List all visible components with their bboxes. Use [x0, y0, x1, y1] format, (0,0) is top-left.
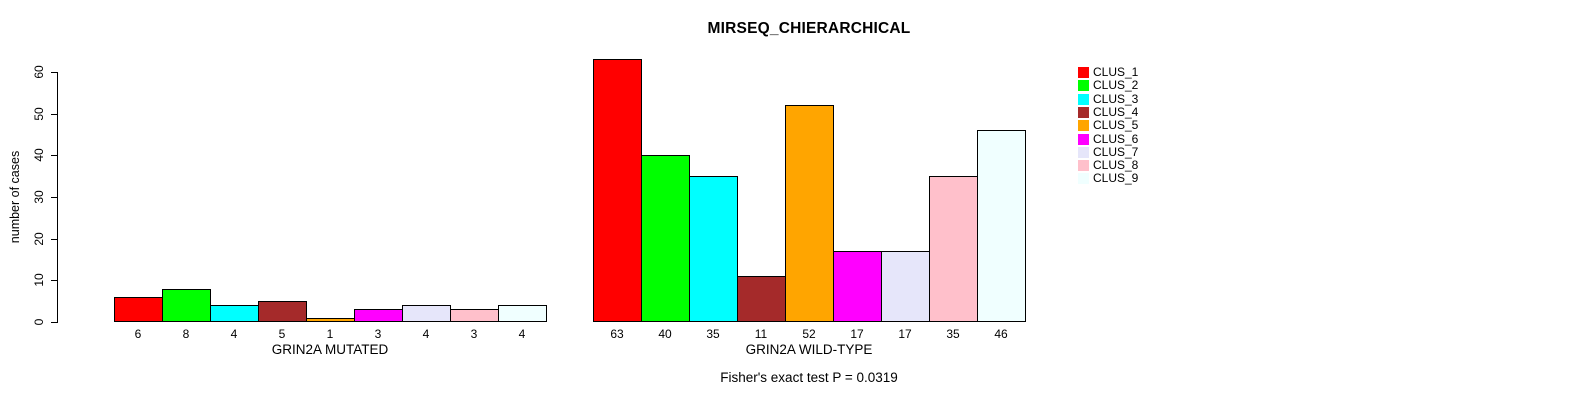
bar-value-label: 6 — [134, 327, 142, 341]
bar-value-label: 3 — [374, 327, 382, 341]
y-tick-label: 20 — [32, 232, 46, 246]
bar-clus_4 — [258, 301, 307, 322]
bar-value-label: 40 — [658, 327, 672, 341]
legend-label-clus_3: CLUS_3 — [1093, 92, 1139, 106]
y-tick-label: 30 — [32, 190, 46, 204]
bar-clus_1 — [114, 297, 163, 322]
bar-clus_8 — [929, 176, 978, 322]
bar-clus_9 — [977, 130, 1026, 322]
bar-clus_7 — [881, 251, 930, 322]
bar-value-label: 35 — [706, 327, 720, 341]
bar-value-label: 17 — [850, 327, 864, 341]
legend-swatch-clus_3 — [1078, 94, 1089, 105]
bar-clus_7 — [402, 305, 451, 322]
bar-clus_2 — [641, 155, 690, 322]
legend-swatch-clus_6 — [1078, 134, 1089, 145]
legend-label-clus_6: CLUS_6 — [1093, 132, 1139, 146]
y-tick-mark — [51, 322, 58, 323]
bar-clus_2 — [162, 289, 211, 322]
bar-clus_5 — [306, 318, 355, 322]
bar-clus_6 — [354, 309, 403, 322]
legend-swatch-clus_2 — [1078, 80, 1089, 91]
bar-value-label: 35 — [946, 327, 960, 341]
legend-label-clus_1: CLUS_1 — [1093, 65, 1139, 79]
legend-label-clus_4: CLUS_4 — [1093, 105, 1139, 119]
y-tick-mark — [51, 239, 58, 240]
legend-label-clus_2: CLUS_2 — [1093, 78, 1139, 92]
y-tick-mark — [51, 197, 58, 198]
y-tick-mark — [51, 72, 58, 73]
y-tick-label: 50 — [32, 107, 46, 121]
y-tick-label: 0 — [32, 318, 46, 326]
bar-value-label: 4 — [422, 327, 430, 341]
bar-value-label: 11 — [754, 327, 768, 341]
bar-value-label: 4 — [230, 327, 238, 341]
bar-value-label: 3 — [470, 327, 478, 341]
bar-value-label: 1 — [326, 327, 334, 341]
y-tick-label: 40 — [32, 148, 46, 162]
legend-swatch-clus_8 — [1078, 160, 1089, 171]
bar-clus_5 — [785, 105, 834, 322]
legend-swatch-clus_4 — [1078, 107, 1089, 118]
legend-swatch-clus_9 — [1078, 173, 1089, 184]
x-axis-label-wild-type: GRIN2A WILD-TYPE — [745, 342, 873, 357]
chart-title: MIRSEQ_CHIERARCHICAL — [707, 20, 911, 37]
legend-label-clus_9: CLUS_9 — [1093, 171, 1139, 185]
bar-clus_3 — [689, 176, 738, 322]
y-tick-label: 10 — [32, 273, 46, 287]
bar-value-label: 5 — [278, 327, 286, 341]
y-axis-label: number of cases — [8, 150, 22, 244]
bar-clus_1 — [593, 59, 642, 322]
legend-label-clus_8: CLUS_8 — [1093, 158, 1139, 172]
bar-value-label: 52 — [802, 327, 816, 341]
y-tick-mark — [51, 114, 58, 115]
legend-label-clus_5: CLUS_5 — [1093, 118, 1139, 132]
footer-stat: Fisher's exact test P = 0.0319 — [720, 370, 898, 385]
bar-clus_9 — [498, 305, 547, 322]
y-tick-mark — [51, 155, 58, 156]
legend-swatch-clus_5 — [1078, 120, 1089, 131]
bar-value-label: 63 — [610, 327, 624, 341]
y-tick-label: 60 — [32, 65, 46, 79]
legend-label-clus_7: CLUS_7 — [1093, 145, 1139, 159]
legend-swatch-clus_1 — [1078, 67, 1089, 78]
bar-value-label: 17 — [898, 327, 912, 341]
x-axis-label-mutated: GRIN2A MUTATED — [271, 342, 389, 357]
bar-clus_8 — [450, 309, 499, 322]
bar-clus_6 — [833, 251, 882, 322]
bar-clus_3 — [210, 305, 259, 322]
bar-value-label: 8 — [182, 327, 190, 341]
bar-value-label: 4 — [518, 327, 526, 341]
bar-value-label: 46 — [994, 327, 1008, 341]
bar-clus_4 — [737, 276, 786, 322]
y-tick-mark — [51, 280, 58, 281]
legend-swatch-clus_7 — [1078, 147, 1089, 158]
